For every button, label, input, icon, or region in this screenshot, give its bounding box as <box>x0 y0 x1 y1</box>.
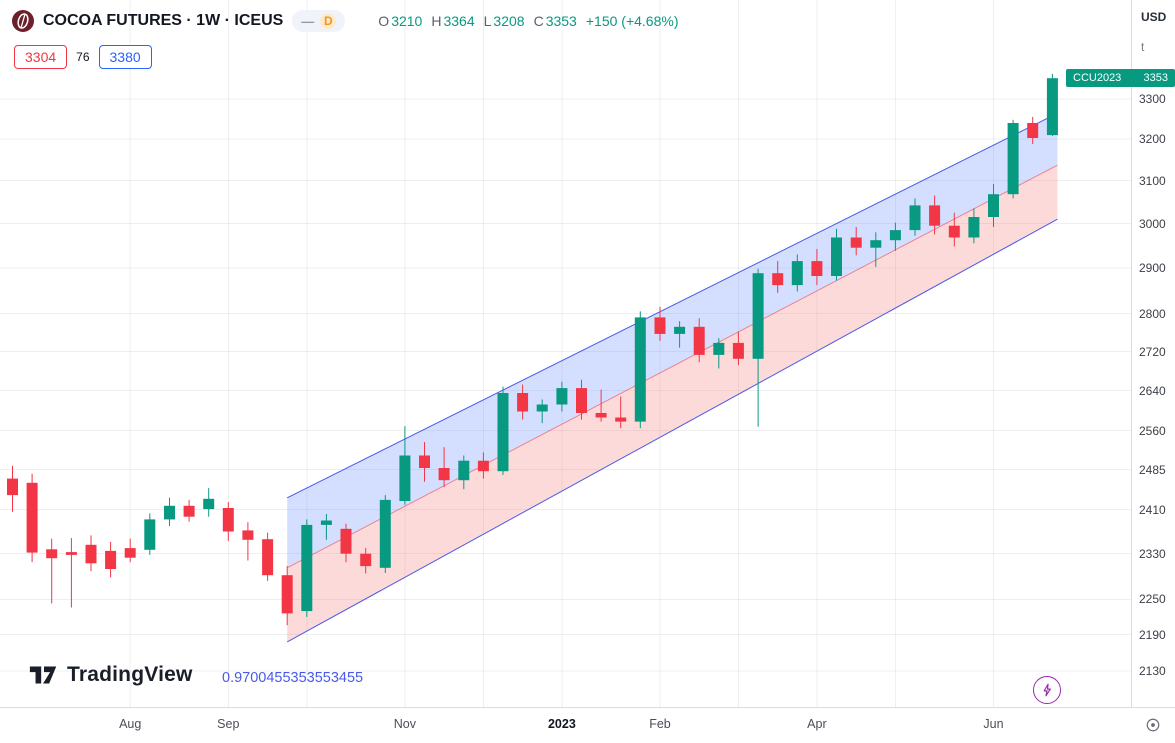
candles <box>7 73 1058 626</box>
ohlc-readout: O 3210 H 3364 L 3208 C 3353 +150 (+4.68%) <box>378 13 678 29</box>
price-tick-label: 2485 <box>1139 462 1166 477</box>
axis-corner-cell[interactable] <box>1131 707 1175 743</box>
price-tick-label: 2190 <box>1139 627 1166 642</box>
price-tick-label: 3000 <box>1139 216 1166 231</box>
chart-legend: COCOA FUTURES · 1W · ICEUS — D O 3210 H 33… <box>12 10 678 32</box>
time-axis-label[interactable]: Jun <box>983 717 1004 731</box>
trade-panel: 3304 76 3380 <box>14 45 152 69</box>
open-value: 3210 <box>391 13 423 29</box>
price-tick-label: 3100 <box>1139 173 1166 188</box>
price-tick-label: 2640 <box>1139 383 1166 398</box>
symbol-title[interactable]: COCOA FUTURES · 1W · ICEUS <box>43 12 284 29</box>
contract-code: CCU2023 <box>1073 72 1122 85</box>
price-tick-label: 2250 <box>1139 592 1166 607</box>
high-label: H <box>431 13 442 29</box>
last-price-value: 3353 <box>1143 72 1168 85</box>
price-tick-label: 2800 <box>1139 306 1166 321</box>
time-axis-label[interactable]: 2023 <box>547 717 576 731</box>
time-axis-label[interactable]: Nov <box>393 717 416 731</box>
delayed-data-badge[interactable]: D <box>320 13 337 29</box>
lightning-button[interactable] <box>1033 676 1061 704</box>
last-price-tag: CCU2023 3353 <box>1066 69 1175 88</box>
close-value: 3353 <box>545 13 577 29</box>
time-axis[interactable]: Aug Sep Nov 2023 Feb Apr Jun <box>0 707 1175 743</box>
currency-toggle[interactable]: USD <box>1141 10 1167 24</box>
spread-value: 76 <box>76 50 90 64</box>
price-tick-label: 2560 <box>1139 423 1166 438</box>
corner-target-icon[interactable] <box>1144 716 1162 734</box>
open-label: O <box>378 13 390 29</box>
high-value: 3364 <box>443 13 475 29</box>
price-axis[interactable]: USD t 3300 3200 3100 3000 2900 2800 2720 2640 25… <box>1131 0 1175 707</box>
sell-button[interactable]: 3304 <box>14 45 68 69</box>
price-tick-label: 2720 <box>1139 344 1166 359</box>
price-tick-label: 3300 <box>1139 92 1166 106</box>
time-axis-label[interactable]: Feb <box>649 717 671 731</box>
price-tick-label: 2410 <box>1139 502 1166 517</box>
legend-status-pill[interactable]: — D <box>292 10 346 32</box>
price-tick-label: 2330 <box>1139 546 1166 561</box>
brand-name: TradingView <box>67 663 193 686</box>
close-label: C <box>533 13 544 29</box>
lightning-icon <box>1039 682 1055 698</box>
legend-dash-icon: — <box>301 13 315 29</box>
change-value: +150 (+4.68%) <box>585 13 679 29</box>
low-label: L <box>483 13 492 29</box>
regression-channel[interactable] <box>286 112 1058 643</box>
price-tick-label: 2130 <box>1139 664 1166 678</box>
price-tick-label: 2900 <box>1139 260 1166 275</box>
price-tick-label: 3200 <box>1139 132 1166 147</box>
time-axis-label[interactable]: Apr <box>807 717 827 731</box>
buy-button[interactable]: 3380 <box>98 45 152 69</box>
cocoa-symbol-icon <box>12 10 34 32</box>
tradingview-logo-icon <box>28 663 60 687</box>
tradingview-brand[interactable]: TradingView <box>28 663 193 687</box>
time-axis-label[interactable]: Aug <box>119 717 142 731</box>
time-axis-label[interactable]: Sep <box>217 717 240 731</box>
unit-toggle[interactable]: t <box>1141 40 1145 54</box>
chart-canvas[interactable] <box>0 0 1131 707</box>
low-value: 3208 <box>493 13 525 29</box>
pearson-r-label: 0.9700455353553455 <box>222 670 364 686</box>
